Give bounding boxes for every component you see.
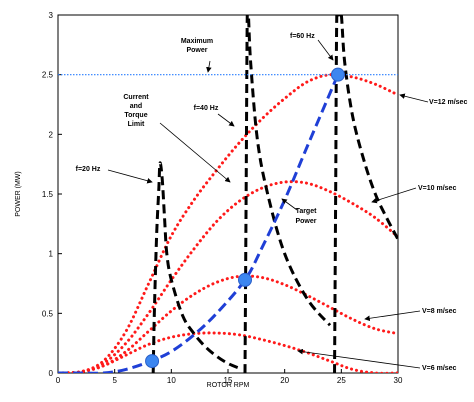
- annotation-arrow: [364, 310, 421, 322]
- operating-point-marker: [330, 67, 345, 82]
- series-line-current-and-torque-limit: [243, 15, 332, 373]
- annotation-v-10-m-sec: V=10 m/sec: [371, 185, 456, 204]
- y-tick-label: 2.5: [42, 71, 54, 80]
- annotation-arrow: [217, 113, 235, 127]
- series-line-v-10-m-sec: [58, 180, 398, 373]
- annotation-arrow: [399, 93, 429, 103]
- x-tick-label: 15: [224, 376, 233, 385]
- annotation-arrow: [159, 122, 231, 183]
- annotation-arrow: [281, 198, 298, 211]
- annotation-label: Target: [296, 208, 318, 215]
- x-tick-label: 0: [56, 376, 61, 385]
- annotation-label: f=60 Hz: [290, 33, 315, 40]
- x-tick-label: 10: [167, 376, 176, 385]
- operating-point-marker: [238, 272, 252, 287]
- series-line-current-and-torque-limit: [151, 161, 240, 373]
- series-line-v-8-m-sec: [58, 274, 398, 373]
- annotation-arrow: [206, 60, 212, 73]
- annotation-arrow: [107, 169, 153, 184]
- y-tick-label: 3: [49, 11, 54, 20]
- annotation-v-8-m-sec: V=8 m/sec: [364, 308, 457, 322]
- annotation-current-and-torque-limit: Current and Torque Limit: [123, 94, 231, 183]
- annotation-f-40-hz: f=40 Hz: [194, 105, 235, 127]
- annotation-label: and: [130, 103, 142, 110]
- annotation-label: V=6 m/sec: [422, 365, 457, 372]
- annotation-label: f=20 Hz: [76, 166, 101, 173]
- annotation-f-20-hz: f=20 Hz: [76, 166, 153, 184]
- series-line-v-6-m-sec: [58, 331, 398, 373]
- annotation-arrow: [317, 39, 334, 61]
- x-tick-label: 20: [280, 376, 289, 385]
- annotation-label: Maximum: [181, 38, 213, 45]
- y-axis-ticks: 0 0.5 1 1.5 2 2.5 3: [42, 11, 62, 378]
- annotation-label: f=40 Hz: [194, 105, 219, 112]
- annotation-f-60-hz: f=60 Hz: [290, 33, 334, 61]
- x-tick-label: 25: [337, 376, 346, 385]
- y-tick-label: 0: [49, 369, 54, 378]
- annotation-arrow: [297, 348, 421, 369]
- annotation-maximum-power: Maximum Power: [181, 38, 213, 73]
- annotation-v-6-m-sec: V=6 m/sec: [297, 348, 457, 372]
- annotation-label: Power: [186, 47, 207, 54]
- annotation-v-12-m-sec: V=12 m/sec: [399, 93, 467, 106]
- y-tick-label: 0.5: [42, 309, 54, 318]
- operating-point-marker: [145, 354, 160, 369]
- annotation-label: V=10 m/sec: [418, 185, 456, 192]
- series-line-current-and-torque-limit: [333, 15, 398, 373]
- annotation-target-power: Target Power: [281, 198, 318, 225]
- y-tick-label: 2: [49, 130, 54, 139]
- marker-layer: [145, 67, 345, 369]
- annotation-layer: Maximum Power f=60 Hz Current and Torque Limit…: [76, 33, 468, 372]
- annotation-label: V=8 m/sec: [422, 308, 457, 315]
- annotation-label: V=12 m/sec: [429, 99, 467, 106]
- x-tick-label: 30: [394, 376, 403, 385]
- annotation-label: Torque: [124, 112, 147, 119]
- annotation-arrow: [371, 187, 417, 204]
- plot-frame: [57, 14, 399, 374]
- x-axis-label: ROTOR RPM: [207, 382, 250, 389]
- y-axis-label: POWER (MW): [15, 171, 22, 217]
- y-tick-label: 1.5: [42, 190, 54, 199]
- annotation-label: Limit: [128, 121, 145, 128]
- annotation-label: Power: [295, 218, 316, 225]
- y-tick-label: 1: [49, 250, 54, 259]
- x-tick-label: 5: [112, 376, 117, 385]
- annotation-label: Current: [123, 94, 149, 101]
